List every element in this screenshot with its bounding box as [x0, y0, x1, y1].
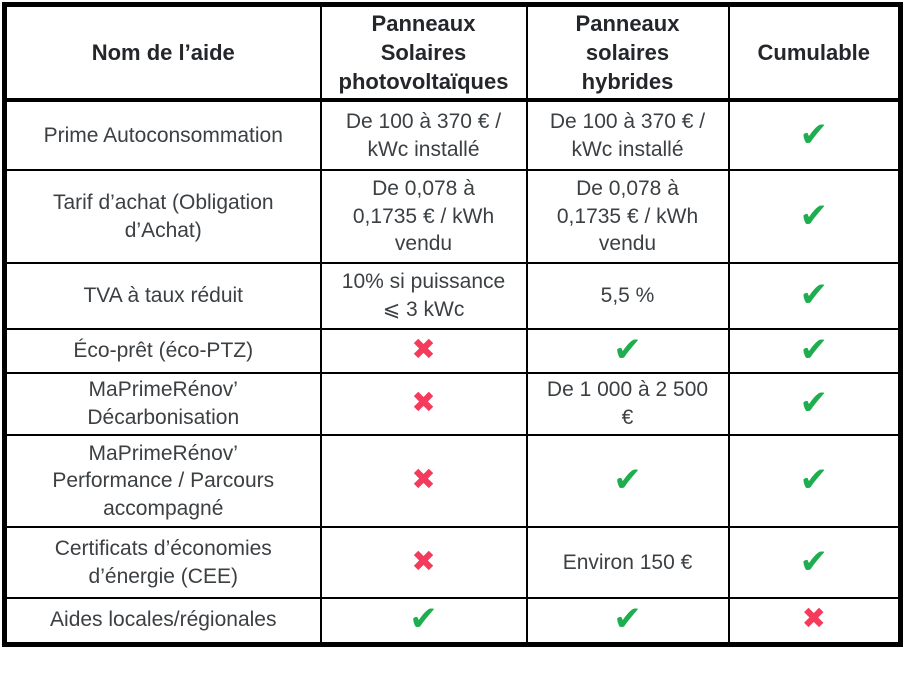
header-row: Nom de l’aide Panneaux Solaires photovol…: [3, 3, 902, 103]
check-icon: ✔: [799, 195, 829, 236]
check-icon: ✔: [409, 599, 438, 640]
cell-cumulable: ✔: [727, 169, 902, 265]
cell-cumulable: ✔: [727, 99, 902, 172]
check-icon: ✔: [799, 275, 829, 316]
check-icon: ✔: [613, 330, 642, 371]
cell-hybrid-value: Environ 150 €: [525, 526, 730, 600]
check-icon: ✔: [799, 330, 829, 371]
check-icon: ✔: [613, 460, 642, 501]
check-icon: ✔: [799, 460, 829, 501]
check-icon: ✔: [799, 541, 829, 582]
cell-hybrid-value: De 1 000 à 2 500 €: [525, 372, 730, 437]
cell-hybrid-value: De 100 à 370 € / kWc installé: [525, 99, 730, 172]
cell-hybrid-value: ✔: [525, 434, 730, 529]
table-row-tarif-achat: Tarif d’achat (Obligation d’Achat) De 0,…: [3, 169, 902, 265]
header-aid-name: Nom de l’aide: [3, 3, 322, 103]
cell-pv-value: De 100 à 370 € / kWc installé: [319, 99, 528, 172]
table-row-maprimerenov-decarbonisation: MaPrimeRénov’ Décarbonisation ✖ De 1 000…: [3, 372, 902, 437]
cell-hybrid-value: 5,5 %: [525, 262, 730, 331]
cell-pv-value: ✖: [319, 434, 528, 529]
aid-comparison-table: Nom de l’aide Panneaux Solaires photovol…: [2, 2, 903, 647]
cross-icon: ✖: [411, 543, 436, 578]
table-row-certificats-cee: Certificats d’économies d’énergie (CEE) …: [3, 526, 902, 600]
cell-aid-name: Certificats d’économies d’énergie (CEE): [3, 526, 322, 600]
cell-cumulable: ✔: [727, 526, 902, 600]
cell-hybrid-value: ✔: [525, 328, 730, 375]
table-row-aides-locales: Aides locales/régionales ✔ ✔ ✖: [3, 597, 902, 646]
cell-cumulable: ✔: [727, 262, 902, 331]
cell-aid-name: TVA à taux réduit: [3, 262, 322, 331]
cross-icon: ✖: [411, 385, 436, 420]
cell-cumulable: ✖: [727, 597, 902, 646]
cross-icon: ✖: [411, 462, 436, 497]
cell-pv-value: 10% si puissance ⩽ 3 kWc: [319, 262, 528, 331]
cell-pv-value: ✔: [319, 597, 528, 646]
cell-aid-name: MaPrimeRénov’ Décarbonisation: [3, 372, 322, 437]
header-pv-panels: Panneaux Solaires photovoltaïques: [319, 3, 528, 103]
table-row-prime-autoconsommation: Prime Autoconsommation De 100 à 370 € / …: [3, 99, 902, 172]
check-icon: ✔: [799, 383, 829, 424]
cell-aid-name: MaPrimeRénov’ Performance / Parcours acc…: [3, 434, 322, 529]
check-icon: ✔: [613, 599, 642, 640]
cell-cumulable: ✔: [727, 328, 902, 375]
cell-pv-value: ✖: [319, 328, 528, 375]
table-row-maprimerenov-performance: MaPrimeRénov’ Performance / Parcours acc…: [3, 434, 902, 529]
cell-hybrid-value: De 0,078 à 0,1735 € / kWh vendu: [525, 169, 730, 265]
cross-icon: ✖: [411, 332, 436, 367]
cell-hybrid-value: ✔: [525, 597, 730, 646]
cell-pv-value: De 0,078 à 0,1735 € / kWh vendu: [319, 169, 528, 265]
header-hybrid-panels: Panneaux solaires hybrides: [525, 3, 730, 103]
check-icon: ✔: [799, 114, 829, 155]
cell-aid-name: Aides locales/régionales: [3, 597, 322, 646]
table-row-eco-pret: Éco-prêt (éco-PTZ) ✖ ✔ ✔: [3, 328, 902, 375]
cell-aid-name: Tarif d’achat (Obligation d’Achat): [3, 169, 322, 265]
cross-icon: ✖: [801, 601, 826, 636]
cell-aid-name: Éco-prêt (éco-PTZ): [3, 328, 322, 375]
cell-cumulable: ✔: [727, 434, 902, 529]
cell-pv-value: ✖: [319, 372, 528, 437]
table-row-tva-taux-reduit: TVA à taux réduit 10% si puissance ⩽ 3 k…: [3, 262, 902, 331]
cell-pv-value: ✖: [319, 526, 528, 600]
header-cumulable: Cumulable: [727, 3, 902, 103]
cell-cumulable: ✔: [727, 372, 902, 437]
cell-aid-name: Prime Autoconsommation: [3, 99, 322, 172]
